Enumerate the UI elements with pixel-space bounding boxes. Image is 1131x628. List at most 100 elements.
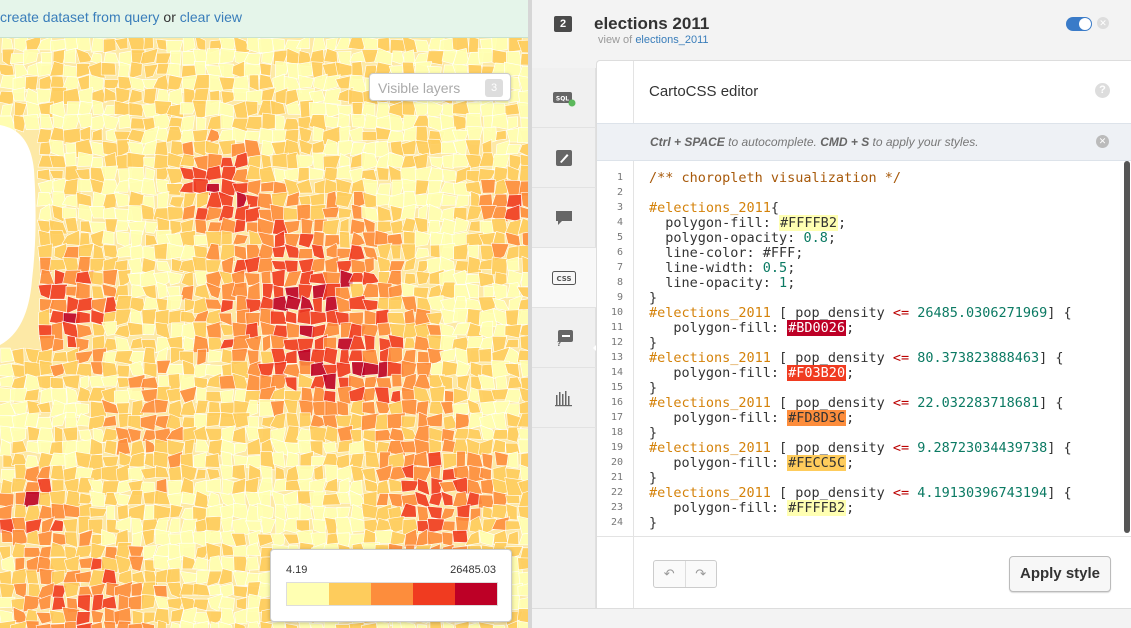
code-text: line-opacity: 1; (649, 275, 796, 291)
line-number: 6 (616, 247, 623, 258)
line-number: 17 (610, 412, 623, 423)
code-text: } (649, 290, 658, 306)
view-of-label: view of (598, 34, 633, 46)
shortcut-hint: Ctrl + SPACE to autocomplete. CMD + S to… (650, 135, 979, 149)
or-text: or (163, 9, 176, 25)
layer-tab-bar: SQL CSS ? (532, 68, 601, 608)
line-number: 24 (610, 517, 623, 528)
map-divider[interactable] (528, 0, 532, 628)
layer-panel: 2 elections 2011 view of elections_2011 … (532, 0, 1131, 628)
svg-text:SQL: SQL (556, 95, 569, 102)
map-polygons (0, 34, 530, 628)
legend-icon: ? (557, 329, 573, 347)
code-line: 4 polygon-fill: #FFFFB2; (597, 215, 1131, 231)
line-number: 22 (610, 487, 623, 498)
legend-swatch (371, 583, 413, 605)
next-layer-header[interactable] (532, 608, 1131, 628)
tab-legends[interactable]: ? (532, 308, 596, 368)
code-line: 9} (597, 290, 1131, 306)
code-text: } (649, 335, 658, 351)
code-text: } (649, 425, 658, 441)
code-text: #elections_2011{ (649, 200, 780, 216)
close-icon[interactable]: ✕ (1097, 17, 1109, 29)
tab-filters[interactable] (532, 368, 596, 428)
editor-title: CartoCSS editor (649, 83, 759, 100)
code-text: #elections_2011 [ pop_density <= 9.28723… (649, 440, 1072, 456)
line-number: 12 (610, 337, 623, 348)
legend-max-value: 26485.03 (450, 564, 496, 576)
code-area[interactable]: 1/** choropleth visualization */2 3 #elect… (597, 170, 1131, 534)
shortcut-hint-bar: Ctrl + SPACE to autocomplete. CMD + S to… (597, 123, 1131, 161)
code-text: } (649, 515, 658, 531)
code-line: 2 (597, 185, 1131, 200)
filters-icon (555, 390, 572, 406)
visible-layers-button[interactable]: Visible layers 3 (369, 73, 511, 101)
tab-wizard[interactable] (532, 128, 596, 188)
legend-swatch (329, 583, 371, 605)
create-dataset-link[interactable]: create dataset from query (0, 9, 160, 25)
code-text: #elections_2011 [ pop_density <= 26485.0… (649, 305, 1072, 321)
code-scrollbar[interactable] (1124, 161, 1130, 533)
line-number: 20 (610, 457, 623, 468)
close-icon[interactable]: ✕ (1096, 135, 1109, 148)
code-text: } (649, 380, 658, 396)
line-number: 16 (610, 397, 623, 408)
code-line: 13 #elections_2011 [ pop_density <= 80.37… (597, 350, 1131, 366)
code-line: 7 line-width: 0.5; (597, 260, 1131, 276)
code-text: #elections_2011 [ pop_density <= 80.3738… (649, 350, 1064, 366)
legend-swatch (413, 583, 455, 605)
undo-icon[interactable]: ↶ (654, 561, 686, 587)
clear-view-link[interactable]: clear view (179, 9, 243, 25)
legend-min-value: 4.19 (286, 564, 308, 576)
code-line: 21} (597, 470, 1131, 486)
layer-title[interactable]: elections 2011 (594, 14, 710, 33)
hint-text-1: to autocomplete. (724, 135, 821, 149)
gutter-divider (633, 61, 634, 609)
line-number: 2 (616, 187, 623, 198)
toggle-knob (1079, 18, 1091, 30)
redo-icon[interactable]: ↷ (695, 566, 707, 581)
line-number: 19 (610, 442, 623, 453)
code-text: line-width: 0.5; (649, 260, 796, 276)
layer-number-badge: 2 (554, 16, 572, 32)
legend-swatch (455, 583, 497, 605)
hint-key-cmd-s: CMD + S (820, 135, 870, 149)
code-text: #elections_2011 [ pop_density <= 4.19130… (649, 485, 1072, 501)
line-number: 8 (616, 277, 623, 288)
wizard-icon (556, 149, 572, 166)
choropleth-map[interactable] (0, 0, 530, 628)
code-line: 20 polygon-fill: #FECC5C; (597, 455, 1131, 471)
line-number: 18 (610, 427, 623, 438)
help-icon[interactable]: ? (1095, 83, 1110, 98)
map-pane[interactable]: create dataset from query or clear view … (0, 0, 530, 628)
undo-redo-group: ↶ ↷ (653, 560, 717, 588)
tab-css[interactable]: CSS (532, 248, 596, 308)
layer-visibility-toggle[interactable] (1066, 17, 1092, 31)
code-text: polygon-opacity: 0.8; (649, 230, 836, 246)
code-text: polygon-fill: #FFFFB2; (649, 500, 855, 516)
line-number: 11 (610, 322, 623, 333)
source-table-link[interactable]: elections_2011 (635, 34, 709, 46)
tab-sql[interactable]: SQL (532, 68, 596, 128)
code-text: line-color: #FFF; (649, 245, 804, 261)
svg-text:CSS: CSS (556, 275, 571, 283)
tab-infowindow[interactable] (532, 188, 596, 248)
code-text: polygon-fill: #BD0026; (649, 320, 855, 336)
code-line: 8 line-opacity: 1; (597, 275, 1131, 291)
line-number: 14 (610, 367, 623, 378)
line-number: 1 (616, 172, 623, 183)
code-text: #elections_2011 [ pop_density <= 22.0322… (649, 395, 1064, 411)
visible-layers-label: Visible layers (378, 80, 461, 96)
code-line: 11 polygon-fill: #BD0026; (597, 320, 1131, 336)
code-line: 24} (597, 515, 1131, 531)
code-line: 5 polygon-opacity: 0.8; (597, 230, 1131, 246)
apply-style-button[interactable]: Apply style (1009, 556, 1111, 592)
code-text: polygon-fill: #FD8D3C; (649, 410, 855, 426)
editor-footer: ↶ ↷ Apply style (597, 536, 1131, 609)
line-number: 13 (610, 352, 623, 363)
query-bar: create dataset from query or clear view (0, 0, 530, 38)
legend-color-ramp (286, 582, 498, 606)
code-text: polygon-fill: #FFFFB2; (649, 215, 847, 231)
layer-subtitle: view of elections_2011 (598, 34, 709, 46)
water-area (0, 125, 36, 345)
